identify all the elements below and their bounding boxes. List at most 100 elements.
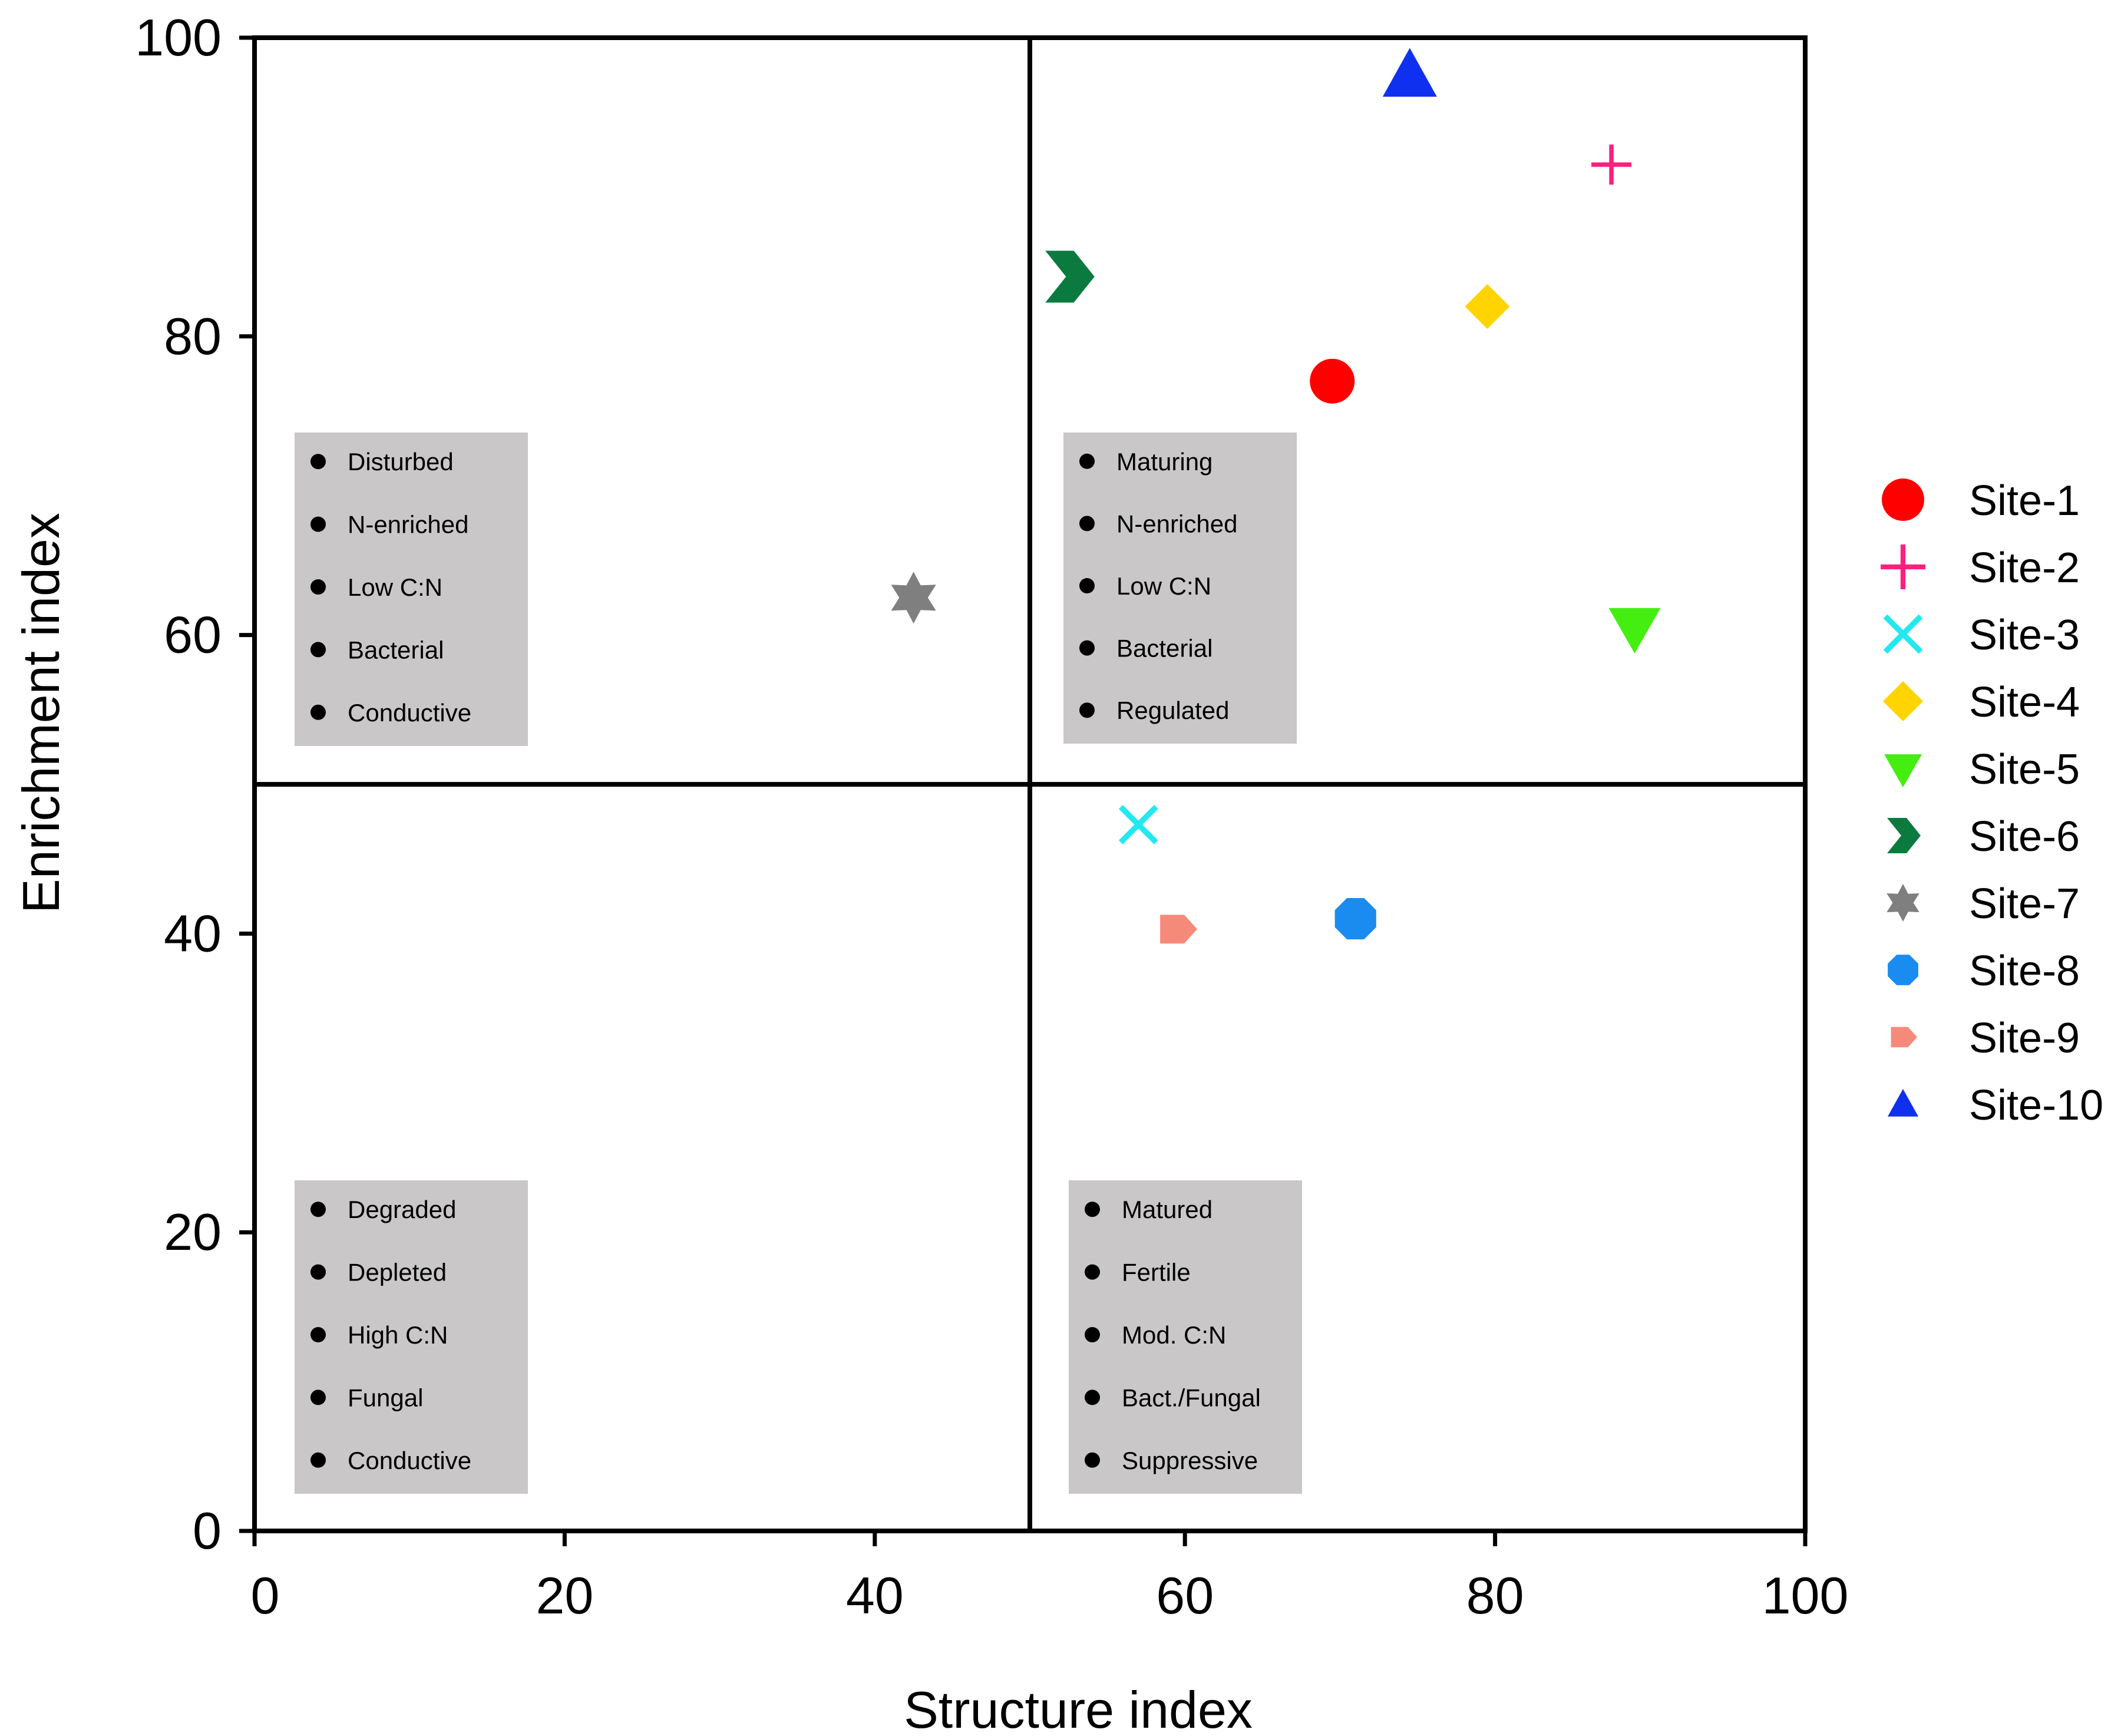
- legend-label: Site-5: [1969, 746, 2080, 793]
- quadrant-dividers: [255, 38, 1805, 1531]
- legend-label: Site-3: [1969, 612, 2080, 659]
- legend-marker-site-7: [1887, 884, 1920, 922]
- bullet-dot: [1079, 640, 1095, 656]
- x-axis-title: Structure index: [904, 1681, 1253, 1736]
- legend-marker-site-2: [1881, 544, 1925, 589]
- point-site-6-shape: [1045, 250, 1095, 303]
- point-site-1-shape: [1310, 358, 1355, 404]
- legend-marker-site-6-shape: [1887, 818, 1921, 853]
- legend-item-site-4: Site-4: [1883, 679, 2080, 726]
- annotation-item: Matured: [1122, 1196, 1213, 1223]
- annotation-item: N-enriched: [1116, 510, 1237, 537]
- bullet-dot: [310, 642, 326, 658]
- bullet-dot: [1079, 453, 1095, 469]
- point-site-10-shape: [1382, 48, 1437, 97]
- legend-item-site-9: Site-9: [1891, 1015, 2080, 1062]
- bullet-dot: [1085, 1202, 1100, 1217]
- bullet-dot: [310, 579, 326, 595]
- annotation-item: Regulated: [1116, 697, 1229, 724]
- legend-marker-site-10-shape: [1888, 1089, 1918, 1117]
- annotation-item: Conductive: [348, 699, 471, 727]
- annotation-box-lower-left: Degraded Depleted High C:N Fungal Conductive: [295, 1180, 528, 1494]
- legend-marker-site-1: [1882, 478, 1924, 521]
- bullet-dot: [310, 1202, 326, 1217]
- legend-marker-site-8: [1888, 955, 1918, 985]
- point-site-3-shape: [1118, 805, 1158, 844]
- y-tick-label-0: 0: [193, 1501, 222, 1560]
- legend-marker-site-1-shape: [1882, 478, 1924, 521]
- annotation-box-bg: [295, 433, 528, 746]
- legend-marker-site-4-shape: [1883, 681, 1923, 721]
- legend-marker-site-9-shape: [1891, 1027, 1917, 1048]
- annotation-box-bg: [1063, 433, 1297, 744]
- data-points: [891, 48, 1661, 944]
- legend-label: Site-8: [1969, 948, 2080, 995]
- legend-marker-site-6: [1887, 818, 1921, 853]
- bullet-dot: [1085, 1390, 1100, 1405]
- point-site-2-shape: [1591, 144, 1631, 185]
- point-site-6: [1045, 250, 1095, 303]
- legend-marker-site-2-shape: [1881, 544, 1925, 589]
- bullet-dot: [310, 704, 326, 720]
- legend-marker-site-4: [1883, 681, 1923, 721]
- annotation-item: Bacterial: [1116, 635, 1213, 662]
- legend-item-site-1: Site-1: [1882, 477, 2080, 524]
- legend-marker-site-8-shape: [1888, 955, 1918, 985]
- legend-marker-site-5-shape: [1884, 754, 1922, 787]
- annotation-item: Fertile: [1122, 1259, 1191, 1286]
- legend-marker-site-3-shape: [1883, 614, 1923, 654]
- bullet-dot: [1085, 1264, 1100, 1280]
- annotation-item: N-enriched: [348, 511, 468, 539]
- bullet-dot: [1079, 578, 1095, 593]
- y-axis-title: Enrichment index: [12, 513, 70, 913]
- annotation-item: Mod. C:N: [1122, 1321, 1226, 1349]
- point-site-5: [1608, 608, 1661, 654]
- x-tick-label-40: 40: [846, 1566, 904, 1625]
- bullet-dot: [1079, 702, 1095, 718]
- legend-label: Site-6: [1969, 813, 2080, 860]
- legend-item-site-3: Site-3: [1883, 612, 2080, 659]
- legend-label: Site-2: [1969, 544, 2080, 592]
- annotation-item: Conductive: [348, 1447, 471, 1474]
- legend-marker-site-5: [1884, 754, 1922, 787]
- y-tick-label-60: 60: [164, 606, 222, 664]
- legend: Site-1 Site-2 Site-3 Site-4 Site-5 Site-6 Site…: [1881, 477, 2103, 1129]
- legend-marker-site-3: [1883, 614, 1923, 654]
- point-site-3: [1118, 805, 1158, 844]
- x-tick-label-100: 100: [1762, 1566, 1849, 1625]
- bullet-dot: [310, 1452, 326, 1468]
- point-site-7-shape: [891, 572, 936, 624]
- y-tick-label-20: 20: [164, 1203, 222, 1261]
- legend-item-site-6: Site-6: [1887, 813, 2080, 860]
- bullet-dot: [1085, 1452, 1100, 1468]
- y-tick-label-40: 40: [164, 904, 222, 962]
- bullet-dot: [310, 1390, 326, 1405]
- point-site-8: [1334, 897, 1376, 940]
- point-site-4: [1465, 284, 1510, 329]
- x-tick-label-20: 20: [536, 1566, 593, 1625]
- y-tick-label-100: 100: [135, 8, 222, 67]
- legend-label: Site-7: [1969, 880, 2080, 928]
- legend-label: Site-10: [1969, 1082, 2103, 1129]
- legend-item-site-10: Site-10: [1888, 1082, 2103, 1129]
- annotation-item: Bact./Fungal: [1122, 1384, 1261, 1411]
- x-tick-label-60: 60: [1156, 1566, 1214, 1625]
- legend-label: Site-1: [1969, 477, 2080, 524]
- annotation-item: Depleted: [348, 1259, 447, 1286]
- annotation-item: Fungal: [348, 1384, 423, 1411]
- quadrant-annotations: Disturbed N-enriched Low C:N Bacterial Condu…: [295, 433, 1302, 1494]
- point-site-5-shape: [1608, 608, 1661, 654]
- annotation-item: Low C:N: [1116, 572, 1211, 600]
- bullet-dot: [310, 516, 326, 532]
- annotation-item: Suppressive: [1122, 1447, 1258, 1474]
- x-tick-label-80: 80: [1466, 1566, 1524, 1625]
- point-site-2: [1591, 144, 1631, 185]
- legend-item-site-8: Site-8: [1888, 948, 2080, 995]
- annotation-item: Disturbed: [348, 448, 454, 476]
- legend-item-site-5: Site-5: [1884, 746, 2080, 793]
- bullet-dot: [1079, 516, 1095, 532]
- point-site-9: [1160, 915, 1198, 944]
- axes: 00 20 20 40 40 60 60 80 80 100 100: [135, 8, 1848, 1625]
- legend-marker-site-9: [1891, 1027, 1917, 1048]
- legend-label: Site-4: [1969, 679, 2080, 726]
